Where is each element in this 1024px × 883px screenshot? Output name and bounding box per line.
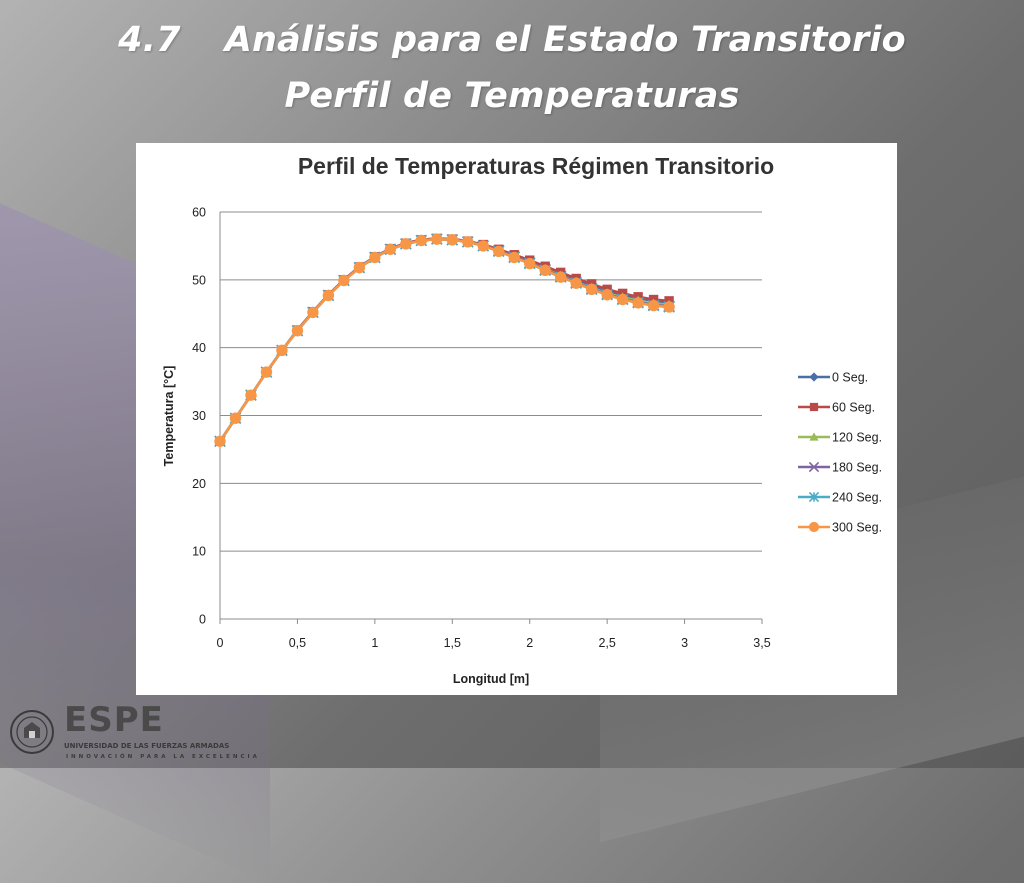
- chart-container: Perfil de Temperaturas Régimen Transitor…: [136, 143, 897, 695]
- series-4: [214, 233, 675, 448]
- data-point: [322, 289, 335, 302]
- y-axis-label: Temperatura [°C]: [162, 366, 176, 467]
- data-point: [338, 274, 350, 287]
- y-tick-label: 20: [192, 477, 206, 491]
- data-point: [384, 243, 397, 256]
- data-point: [229, 412, 242, 424]
- data-point: [601, 289, 613, 301]
- data-point: [554, 271, 567, 283]
- data-point: [431, 233, 443, 245]
- data-point: [400, 238, 412, 250]
- data-point: [524, 257, 536, 270]
- legend-item: 0 Seg.: [798, 371, 868, 385]
- slide-title-number: 4.7: [118, 20, 181, 60]
- x-tick-label: 3: [681, 636, 688, 650]
- x-tick-label: 1: [371, 636, 378, 650]
- legend-item: 180 Seg.: [798, 461, 882, 475]
- x-tick-label: 2: [526, 636, 533, 650]
- y-tick-label: 10: [192, 545, 206, 559]
- x-tick-label: 0: [217, 636, 224, 650]
- legend-marker: [809, 372, 819, 382]
- data-point: [214, 435, 226, 447]
- x-tick-label: 0,5: [289, 636, 306, 650]
- y-tick-label: 60: [192, 206, 206, 220]
- data-point: [508, 251, 520, 264]
- data-point: [276, 344, 288, 357]
- legend-label: 0 Seg.: [832, 371, 868, 385]
- y-tick-label: 40: [192, 341, 206, 355]
- x-tick-label: 1,5: [444, 636, 461, 650]
- data-point: [369, 251, 381, 264]
- slide-subtitle: Perfil de Temperaturas: [284, 76, 740, 116]
- data-point: [291, 325, 304, 337]
- data-point: [245, 389, 257, 401]
- series-line: [218, 237, 670, 443]
- legend-marker: [808, 521, 820, 533]
- logo-university-name: UNIVERSIDAD DE LAS FUERZAS ARMADAS: [64, 742, 230, 750]
- x-tick-label: 3,5: [753, 636, 770, 650]
- series-line: [218, 237, 670, 443]
- legend-item: 300 Seg.: [798, 521, 882, 535]
- legend-label: 120 Seg.: [832, 431, 882, 445]
- data-point: [462, 236, 474, 248]
- data-point: [647, 299, 660, 312]
- legend-item: 120 Seg.: [798, 431, 882, 445]
- series-2: [214, 233, 675, 446]
- series-5: [214, 233, 675, 447]
- series-0: [214, 233, 675, 447]
- data-point: [307, 306, 319, 319]
- data-point: [260, 366, 273, 378]
- data-point: [632, 297, 644, 309]
- data-point: [493, 245, 505, 258]
- y-tick-label: 30: [192, 409, 206, 423]
- data-point: [585, 283, 598, 296]
- legend-label: 180 Seg.: [832, 461, 882, 475]
- series-1: [215, 233, 674, 446]
- data-point: [539, 264, 551, 277]
- legend-marker: [808, 461, 820, 473]
- legend-label: 60 Seg.: [832, 401, 875, 415]
- espe-logo: ESPE UNIVERSIDAD DE LAS FUERZAS ARMADAS …: [6, 700, 257, 764]
- slide-title: 4.7 Análisis para el Estado Transitorio: [0, 20, 1024, 60]
- y-tick-label: 0: [199, 613, 206, 627]
- series-3: [214, 233, 675, 448]
- temperature-profile-chart: Perfil de Temperaturas Régimen Transitor…: [162, 153, 882, 686]
- logo-word: ESPE: [64, 700, 164, 740]
- legend-marker: [808, 491, 820, 503]
- data-point: [446, 234, 458, 246]
- y-tick-label: 50: [192, 273, 206, 287]
- series-line: [218, 237, 670, 443]
- legend-label: 300 Seg.: [832, 521, 882, 535]
- legend-marker: [809, 432, 819, 441]
- logo-motto: INNOVACIÓN PARA LA EXCELENCIA: [66, 754, 260, 760]
- data-point: [353, 261, 366, 274]
- legend-item: 60 Seg.: [798, 401, 875, 415]
- slide-title-text: Análisis para el Estado Transitorio: [224, 20, 906, 60]
- x-axis-label: Longitud [m]: [453, 672, 529, 686]
- legend-marker: [809, 402, 819, 412]
- university-seal-icon: [10, 710, 54, 754]
- data-point: [477, 240, 489, 252]
- series-line: [218, 237, 670, 443]
- data-point: [415, 234, 428, 247]
- series-line: [218, 237, 670, 443]
- legend-item: 240 Seg.: [798, 491, 882, 505]
- x-tick-label: 2,5: [598, 636, 615, 650]
- chart-title: Perfil de Temperaturas Régimen Transitor…: [298, 153, 774, 179]
- data-point: [663, 301, 675, 313]
- legend-label: 240 Seg.: [832, 491, 882, 505]
- series-line: [218, 237, 670, 443]
- data-point: [616, 293, 629, 306]
- data-point: [570, 277, 582, 289]
